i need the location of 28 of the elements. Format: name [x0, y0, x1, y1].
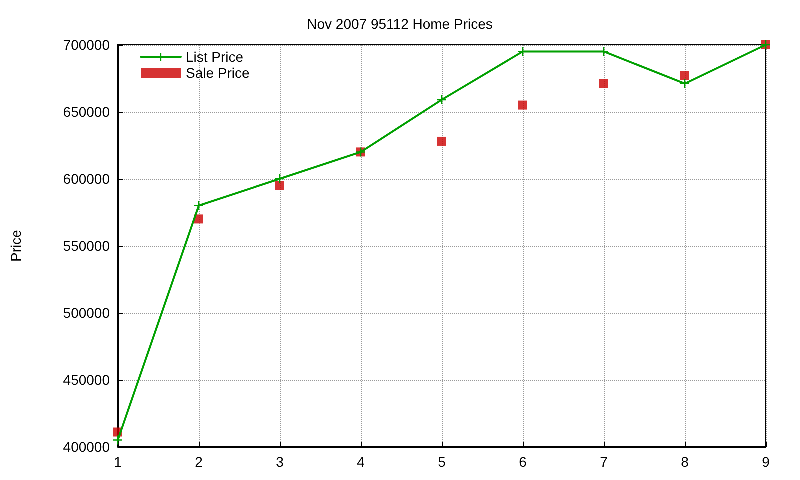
point: [438, 136, 446, 146]
point: [114, 436, 122, 445]
x-tick-label: 8: [681, 454, 690, 470]
legend-label: Sale Price: [186, 65, 250, 81]
x-tick-label: 4: [357, 454, 366, 470]
y-tick-label: 550000: [63, 238, 110, 254]
point: [600, 79, 608, 88]
x-tick-label: 6: [519, 454, 528, 470]
chart-title: Nov 2007 95112 Home Prices: [307, 16, 493, 32]
x-tick-label: 5: [438, 454, 446, 470]
y-tick-label: 600000: [63, 171, 110, 187]
x-tick-label: 2: [195, 454, 204, 470]
y-tick-label: 400000: [63, 439, 110, 455]
point: [680, 79, 690, 88]
x-tick-label: 7: [600, 454, 608, 470]
x-tick-label: 3: [276, 454, 284, 470]
y-tick-label: 650000: [63, 104, 110, 120]
y-axis-title: Price: [8, 230, 24, 262]
y-tick-label: 450000: [63, 372, 110, 388]
x-tick-label: 9: [762, 454, 770, 470]
point: [518, 100, 528, 110]
point: [276, 181, 284, 190]
point: [194, 201, 204, 210]
y-tick-label: 700000: [63, 37, 110, 53]
y-tick-label: 500000: [63, 305, 110, 321]
x-tick-label: 1: [114, 454, 122, 470]
point: [680, 71, 690, 80]
legend-label: List Price: [186, 49, 244, 65]
